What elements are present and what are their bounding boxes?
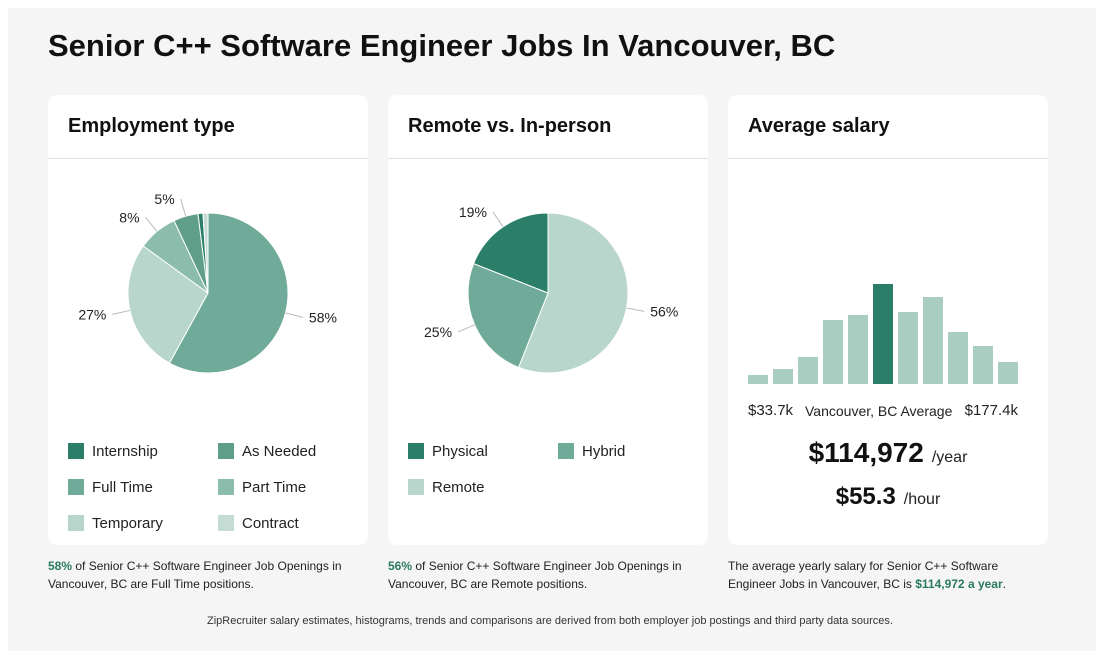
legend-label: Temporary (92, 514, 163, 532)
legend-label: Internship (92, 442, 158, 460)
remote-vs-in-person-card: Remote vs. In-person 56% 25% 19% Physical … (388, 95, 708, 545)
salary-max-label: $177.4k (964, 402, 1018, 419)
legend-item-part-time: Part Time (218, 477, 306, 497)
average-salary-heading: Average salary (728, 95, 1048, 159)
caption-highlight: $114,972 a year (915, 577, 1003, 591)
hourly-salary-value: $55.3 (835, 483, 896, 510)
legend-item-internship: Internship (68, 441, 158, 461)
histogram-bar (898, 312, 918, 384)
legend-label: Remote (432, 478, 485, 496)
caption-text: of Senior C++ Software Engineer Job Open… (48, 559, 342, 591)
remote-vs-in-person-heading: Remote vs. In-person (388, 95, 708, 159)
average-salary-card: Average salary $33.7k Vancouver, BC Aver… (728, 95, 1048, 545)
pie-slice-hybrid (467, 262, 549, 369)
legend-item-as-needed: As Needed (218, 441, 316, 461)
pie-slice-contract (202, 212, 209, 294)
salary-caption: The average yearly salary for Senior C++… (728, 557, 1028, 593)
histogram-bar (823, 320, 843, 384)
pie-label-leader (112, 309, 131, 315)
legend-swatch (558, 443, 574, 459)
pie-value-label: 8% (119, 209, 139, 225)
histogram-bar (948, 332, 968, 384)
caption-text-end: . (1002, 577, 1006, 591)
pie-label-leader (285, 312, 304, 318)
pie-label-leader (145, 217, 158, 232)
yearly-salary: $114,972/year (728, 437, 1048, 469)
pie-slice-full-time (168, 212, 289, 374)
legend-swatch (68, 479, 84, 495)
caption-highlight: 58% (48, 559, 73, 573)
legend-swatch (68, 515, 84, 531)
legend-label: Hybrid (582, 442, 626, 460)
pie-label-leader (626, 307, 645, 312)
yearly-salary-value: $114,972 (808, 437, 924, 468)
legend-swatch (218, 479, 234, 495)
data-source-footnote: ZipRecruiter salary estimates, histogram… (207, 615, 893, 627)
salary-range-labels: $33.7k Vancouver, BC Average $177.4k (748, 402, 1028, 422)
histogram-bar (773, 369, 793, 384)
legend-swatch (68, 443, 84, 459)
pie-value-label: 25% (424, 324, 452, 340)
histogram-bar (798, 357, 818, 384)
legend-item-remote: Remote (408, 477, 485, 497)
legend-swatch (218, 515, 234, 531)
caption-text: The average yearly salary for Senior C++… (728, 559, 999, 591)
legend-label: As Needed (242, 442, 317, 460)
yearly-salary-unit: /year (931, 449, 968, 466)
salary-histogram (748, 284, 1018, 384)
pie-slice-physical (472, 212, 549, 294)
legend-label: Full Time (92, 478, 153, 496)
pie-value-label: 56% (650, 303, 678, 319)
legend-item-physical: Physical (408, 441, 488, 461)
legend-item-contract: Contract (218, 513, 299, 533)
pie-label-leader (492, 211, 504, 228)
pie-label-leader (180, 198, 187, 217)
salary-average-label: Vancouver, BC Average (805, 403, 953, 419)
employment-type-pie-chart: 58% 27% 8% 5% (78, 191, 337, 374)
salary-min-label: $33.7k (748, 402, 794, 419)
remote-caption: 56% of Senior C++ Software Engineer Job … (388, 557, 708, 593)
legend-swatch (408, 479, 424, 495)
caption-highlight: 56% (388, 559, 413, 573)
histogram-bar (923, 297, 943, 384)
caption-text: of Senior C++ Software Engineer Job Open… (388, 559, 682, 591)
legend-item-hybrid: Hybrid (558, 441, 625, 461)
legend-swatch (408, 443, 424, 459)
pie-value-label: 19% (459, 204, 487, 220)
legend-label: Part Time (242, 478, 307, 496)
legend-swatch (218, 443, 234, 459)
legend-item-full-time: Full Time (68, 477, 153, 497)
hourly-salary-unit: /hour (903, 491, 941, 508)
pie-label-leader (457, 324, 475, 333)
histogram-bar (998, 362, 1018, 384)
remote-vs-in-person-pie-chart: 56% 25% 19% (424, 204, 678, 374)
hourly-salary: $55.3/hour (728, 483, 1048, 511)
legend-label: Contract (242, 514, 299, 532)
histogram-bar-average (873, 284, 893, 384)
histogram-bar (748, 375, 768, 384)
employment-type-card: Employment type 58% 27% 8% 5% Internship As… (48, 95, 368, 545)
histogram-bar (973, 346, 993, 384)
page-title: Senior C++ Software Engineer Jobs In Van… (48, 28, 836, 63)
employment-type-caption: 58% of Senior C++ Software Engineer Job … (48, 557, 368, 593)
pie-value-label: 27% (78, 306, 106, 322)
pie-value-label: 5% (154, 191, 174, 207)
legend-item-temporary: Temporary (68, 513, 163, 533)
employment-type-heading: Employment type (48, 95, 368, 159)
pie-slice-temporary (127, 245, 209, 364)
legend-label: Physical (432, 442, 488, 460)
pie-value-label: 58% (309, 309, 337, 325)
histogram-bar (848, 315, 868, 384)
